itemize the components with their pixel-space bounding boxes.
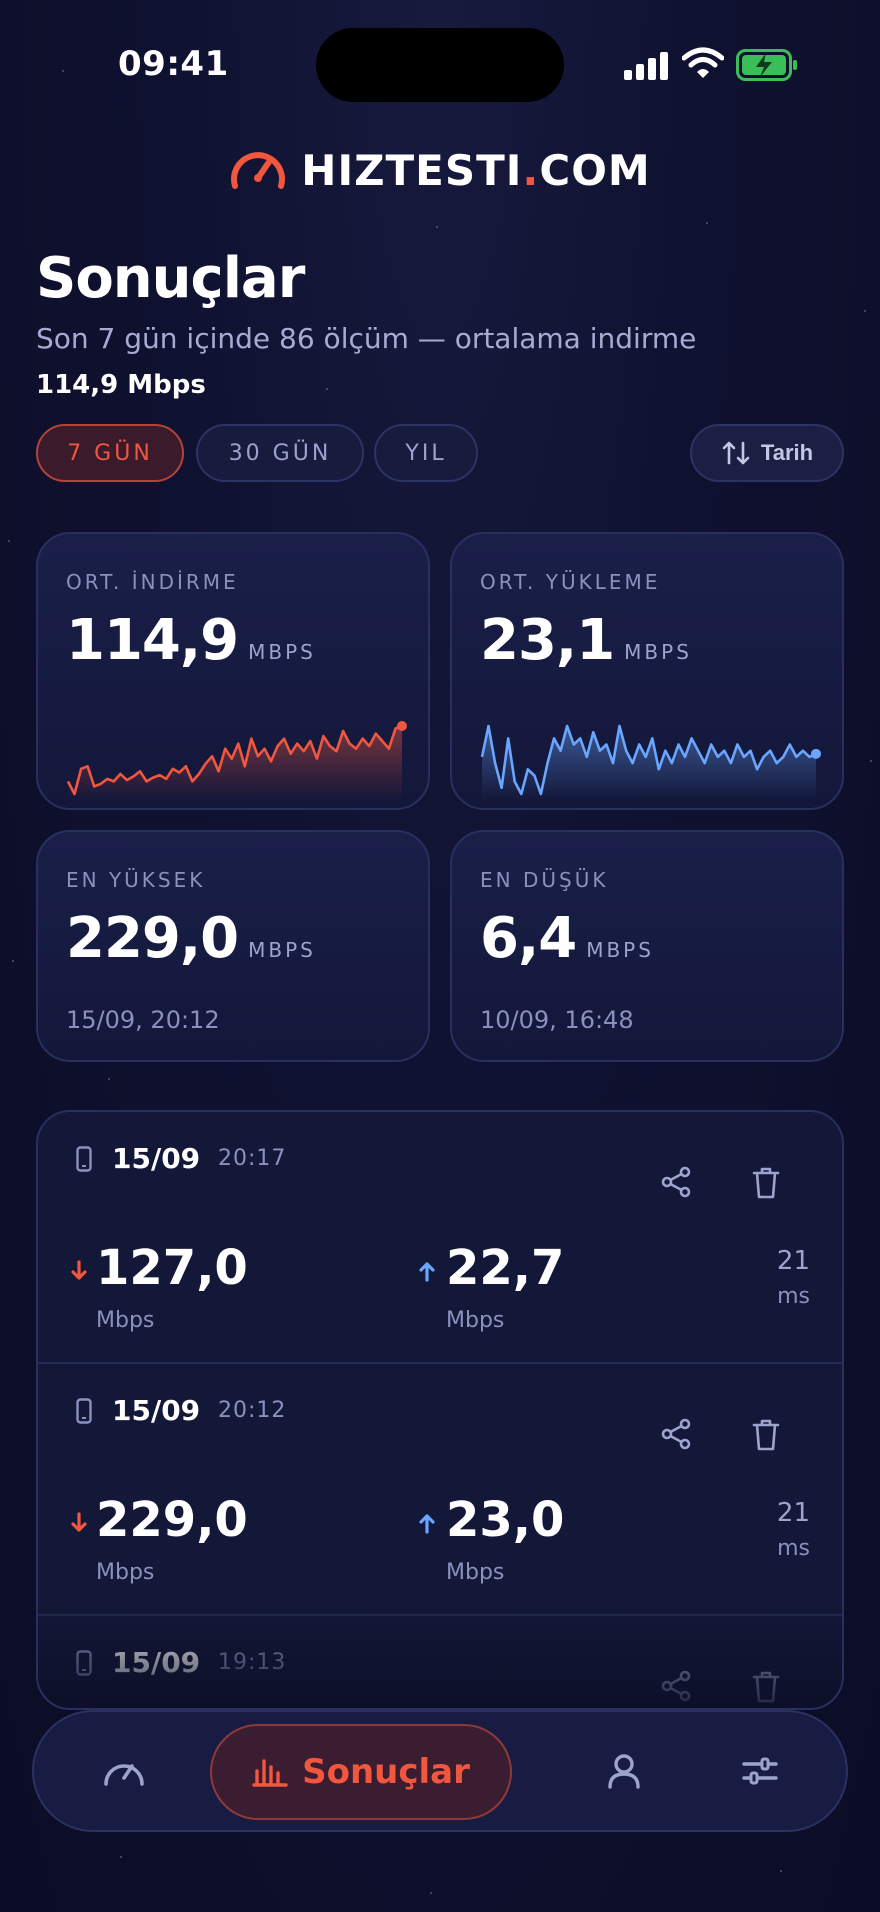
trash-icon[interactable] [752, 1166, 780, 1200]
phone-device-icon [76, 1146, 92, 1172]
result-download-value: 229,0 [96, 1492, 248, 1548]
download-sparkline [66, 721, 407, 800]
bar-chart-icon [252, 1759, 288, 1787]
page-subtitle: Son 7 gün içinde 86 ölçüm — ortalama ind… [36, 322, 697, 355]
nav-speedtest[interactable] [74, 1712, 174, 1830]
max-speed-label: EN YÜKSEK [66, 868, 206, 892]
result-date: 15/09 [112, 1646, 201, 1679]
result-download-unit: Mbps [96, 1560, 155, 1585]
download-arrow-icon [71, 1260, 87, 1280]
download-arrow-icon [71, 1512, 87, 1532]
result-upload-value: 22,7 [446, 1240, 565, 1296]
sparkline-area [482, 726, 816, 800]
results-list[interactable]: 15/09 20:17 127,0 Mbps 22,7 Mbps 21 ms 1… [36, 1110, 844, 1710]
page-title: Sonuçlar [36, 246, 305, 311]
max-speed-card: EN YÜKSEK 229,0 MBPS 15/09, 20:12 [36, 830, 430, 1062]
upload-sparkline [480, 724, 821, 800]
nav-settings[interactable] [710, 1712, 810, 1830]
status-time: 09:41 [118, 44, 229, 84]
filter-chip-30-days[interactable]: 30 GÜN [196, 424, 364, 482]
result-ping-unit: ms [777, 1536, 810, 1561]
result-download-value: 127,0 [96, 1240, 248, 1296]
result-upload-unit: Mbps [446, 1308, 505, 1333]
nav-results-label: Sonuçlar [302, 1752, 470, 1792]
sparkline-last-point [811, 748, 821, 759]
brand-header: HIZTESTI.COM [0, 140, 880, 200]
battery-charging-icon [736, 49, 797, 81]
share-icon[interactable] [660, 1418, 692, 1450]
avg-upload-value: 23,1 MBPS [480, 608, 692, 673]
cellular-signal-icon [624, 50, 670, 80]
avg-download-card: ORT. İNDİRME 114,9 MBPS [36, 532, 430, 810]
sort-arrows-icon [722, 441, 750, 465]
avg-upload-card: ORT. YÜKLEME 23,1 MBPS [450, 532, 844, 810]
sliders-icon [742, 1757, 778, 1785]
min-speed-label: EN DÜŞÜK [480, 868, 609, 892]
phone-device-icon [76, 1398, 92, 1424]
result-ping-value: 21 [776, 1498, 810, 1528]
phone-device-icon [76, 1650, 92, 1676]
min-speed-value: 6,4 MBPS [480, 906, 654, 971]
sort-button[interactable]: Tarih [690, 424, 844, 482]
upload-arrow-icon [419, 1514, 435, 1534]
share-icon[interactable] [660, 1670, 692, 1702]
upload-arrow-icon [419, 1262, 435, 1282]
max-speed-value: 229,0 MBPS [66, 906, 316, 971]
sparkline-area [68, 726, 402, 800]
avg-download-label: ORT. İNDİRME [66, 570, 239, 594]
max-speed-date: 15/09, 20:12 [66, 1006, 220, 1034]
result-row[interactable]: 15/09 20:12 229,0 Mbps 23,0 Mbps 21 ms [38, 1364, 842, 1616]
result-time: 20:12 [218, 1398, 287, 1423]
wifi-icon [682, 47, 724, 78]
nav-profile[interactable] [574, 1712, 674, 1830]
filter-chip-7-days[interactable]: 7 GÜN [36, 424, 184, 482]
sparkline-line [480, 724, 817, 796]
avg-download-value: 114,9 MBPS [66, 608, 316, 673]
share-icon[interactable] [660, 1166, 692, 1198]
min-speed-date: 10/09, 16:48 [480, 1006, 634, 1034]
result-upload-value: 23,0 [446, 1492, 565, 1548]
trash-icon[interactable] [752, 1670, 780, 1704]
result-ping-value: 21 [776, 1246, 810, 1276]
result-row[interactable]: 15/09 19:13 [38, 1616, 842, 1708]
trash-icon[interactable] [752, 1418, 780, 1452]
average-download-summary: 114,9 Mbps [36, 370, 206, 400]
result-date: 15/09 [112, 1394, 201, 1427]
min-speed-card: EN DÜŞÜK 6,4 MBPS 10/09, 16:48 [450, 830, 844, 1062]
speedometer-icon [104, 1764, 144, 1786]
result-date: 15/09 [112, 1142, 201, 1175]
sparkline-line [66, 724, 403, 796]
result-download-unit: Mbps [96, 1308, 155, 1333]
sort-label: Tarih [760, 440, 814, 465]
bottom-navigation: Sonuçlar [32, 1710, 848, 1832]
dynamic-island [316, 28, 564, 102]
avg-upload-label: ORT. YÜKLEME [480, 570, 661, 594]
result-time: 20:17 [218, 1146, 287, 1171]
nav-results[interactable]: Sonuçlar [210, 1724, 512, 1820]
user-icon [608, 1754, 640, 1789]
result-ping-unit: ms [777, 1284, 810, 1309]
sparkline-last-point [397, 721, 407, 731]
filter-chip-year[interactable]: YIL [374, 424, 478, 482]
result-time: 19:13 [218, 1650, 287, 1675]
status-bar: 09:41 [0, 0, 880, 120]
result-row[interactable]: 15/09 20:17 127,0 Mbps 22,7 Mbps 21 ms [38, 1112, 842, 1364]
speedometer-logo-icon [231, 152, 286, 189]
brand-wordmark: HIZTESTI.COM [301, 145, 651, 195]
result-upload-unit: Mbps [446, 1560, 505, 1585]
